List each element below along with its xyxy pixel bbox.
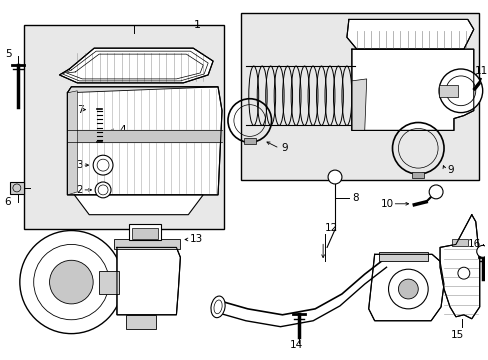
Polygon shape	[346, 19, 473, 49]
Text: 15: 15	[450, 330, 464, 339]
Circle shape	[428, 185, 442, 199]
Text: 1: 1	[194, 21, 201, 30]
Polygon shape	[67, 87, 222, 195]
Circle shape	[327, 170, 341, 184]
Polygon shape	[60, 48, 213, 83]
Text: 17: 17	[449, 272, 462, 282]
Polygon shape	[125, 315, 155, 329]
Text: 8: 8	[351, 193, 358, 203]
Circle shape	[95, 182, 111, 198]
Polygon shape	[439, 215, 479, 319]
Circle shape	[398, 279, 417, 299]
Circle shape	[457, 267, 469, 279]
Circle shape	[93, 155, 113, 175]
Bar	[241, 13, 478, 180]
Circle shape	[20, 230, 122, 334]
Ellipse shape	[210, 296, 224, 318]
Polygon shape	[378, 252, 427, 261]
Polygon shape	[132, 228, 157, 239]
Polygon shape	[99, 271, 119, 294]
Circle shape	[476, 246, 488, 257]
Polygon shape	[244, 138, 255, 144]
Text: 6: 6	[4, 197, 11, 207]
Circle shape	[438, 69, 482, 113]
Polygon shape	[74, 195, 203, 215]
Text: 10: 10	[380, 199, 393, 209]
Text: 16: 16	[467, 239, 480, 249]
Text: 4: 4	[119, 125, 125, 135]
Polygon shape	[438, 85, 457, 97]
Polygon shape	[67, 87, 218, 93]
Text: 9: 9	[281, 143, 287, 153]
Polygon shape	[451, 239, 467, 246]
Circle shape	[49, 260, 93, 304]
Polygon shape	[351, 49, 473, 130]
Polygon shape	[368, 254, 443, 321]
Polygon shape	[117, 247, 180, 315]
Bar	[24, 26, 224, 229]
Text: 3: 3	[77, 160, 83, 170]
Text: 12: 12	[325, 222, 338, 233]
Polygon shape	[67, 130, 222, 142]
Polygon shape	[411, 172, 424, 178]
Text: 9: 9	[446, 165, 453, 175]
Text: 7: 7	[77, 105, 83, 114]
Text: 5: 5	[5, 49, 12, 59]
Polygon shape	[114, 239, 180, 249]
Polygon shape	[351, 79, 366, 130]
Text: 14: 14	[289, 339, 302, 350]
Polygon shape	[128, 224, 160, 240]
FancyBboxPatch shape	[10, 182, 24, 194]
Text: 2: 2	[77, 185, 83, 195]
Polygon shape	[67, 91, 77, 195]
Text: 11: 11	[474, 66, 487, 76]
Text: 13: 13	[190, 234, 203, 244]
